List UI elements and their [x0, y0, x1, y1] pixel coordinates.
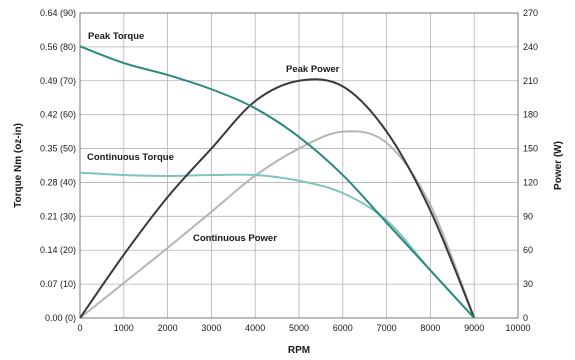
y-right-tick-label: 150 — [523, 144, 538, 154]
y-right-tick-label: 60 — [523, 245, 533, 255]
annotation-continuous-power: Continuous Power — [193, 233, 277, 244]
x-tick-label: 10000 — [505, 323, 530, 333]
y-left-tick-label: 0.56 (80) — [40, 42, 76, 52]
y-right-tick-label: 240 — [523, 42, 538, 52]
y-right-tick-label: 30 — [523, 279, 533, 289]
y-right-tick-label: 0 — [523, 313, 528, 323]
y-left-tick-label: 0.64 (90) — [40, 8, 76, 18]
y-axis-right-title: Power (W) — [553, 141, 564, 190]
annotation-continuous-torque: Continuous Torque — [87, 152, 174, 163]
series-line-continuous-torque — [79, 171, 475, 319]
x-tick-label: 3000 — [201, 323, 221, 333]
y-left-tick-label: 0.35 (50) — [40, 144, 76, 154]
y-right-tick-label: 180 — [523, 110, 538, 120]
x-tick-label: 7000 — [377, 323, 397, 333]
x-tick-label: 1000 — [114, 323, 134, 333]
y-right-tick-label: 270 — [523, 8, 538, 18]
y-left-tick-label: 0.07 (10) — [40, 279, 76, 289]
x-tick-label: 6000 — [333, 323, 353, 333]
y-left-tick-label: 0.00 (0) — [45, 313, 76, 323]
series-lines — [79, 45, 476, 319]
tick-labels: 0 1000 2000 3000 4000 5000 6000 7000 8000 9000 100… — [40, 8, 538, 333]
y-left-tick-label: 0.14 (20) — [40, 245, 76, 255]
x-tick-label: 4000 — [245, 323, 265, 333]
series-line-peak-power — [79, 78, 476, 319]
y-right-tick-label: 120 — [523, 177, 538, 187]
y-left-tick-label: 0.21 (30) — [40, 211, 76, 221]
annotation-peak-power: Peak Power — [286, 64, 340, 75]
y-axis-left-title: Torque Nm (oz-in) — [13, 123, 24, 208]
grid — [80, 13, 518, 318]
y-right-tick-label: 90 — [523, 211, 533, 221]
x-tick-label: 5000 — [289, 323, 309, 333]
x-tick-label: 0 — [77, 323, 82, 333]
annotation-peak-torque: Peak Torque — [88, 31, 144, 42]
x-tick-label: 2000 — [158, 323, 178, 333]
y-left-tick-label: 0.42 (60) — [40, 110, 76, 120]
x-axis-title: RPM — [288, 345, 310, 356]
y-left-tick-label: 0.49 (70) — [40, 76, 76, 86]
x-tick-label: 9000 — [464, 323, 484, 333]
plot-frame — [79, 12, 519, 319]
series-line-continuous-power — [79, 130, 476, 319]
series-line-peak-torque — [79, 45, 475, 319]
series-annotations: Peak Torque Peak Power Continuous Torque Co… — [87, 31, 340, 244]
y-left-tick-label: 0.28 (40) — [40, 177, 76, 187]
y-right-tick-label: 210 — [523, 76, 538, 86]
x-tick-label: 8000 — [420, 323, 440, 333]
axes — [79, 12, 519, 319]
